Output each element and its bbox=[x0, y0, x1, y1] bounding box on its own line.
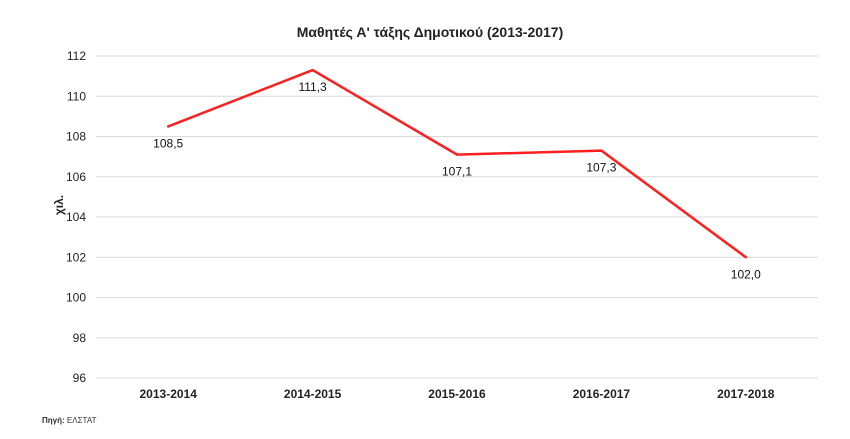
series bbox=[166, 68, 748, 259]
y-tick-label: 112 bbox=[67, 49, 86, 63]
y-tick-label: 106 bbox=[66, 170, 86, 184]
data-label: 107,3 bbox=[586, 161, 616, 175]
x-tick-label: 2014-2015 bbox=[284, 387, 342, 401]
y-tick-label: 108 bbox=[66, 130, 86, 144]
x-tick-label: 2017-2018 bbox=[717, 387, 775, 401]
chart-title: Μαθητές Α' τάξης Δημοτικού (2013-2017) bbox=[297, 24, 564, 40]
data-label: 107,1 bbox=[442, 165, 472, 179]
gridlines bbox=[96, 55, 818, 379]
y-tick-label: 100 bbox=[66, 291, 86, 305]
series-line bbox=[166, 68, 748, 259]
x-tick-label: 2016-2017 bbox=[573, 387, 631, 401]
x-tick-label: 2015-2016 bbox=[428, 387, 486, 401]
y-tick-label: 110 bbox=[67, 89, 86, 103]
y-tick-label: 98 bbox=[73, 331, 87, 345]
y-axis-label: χιλ. bbox=[52, 195, 66, 215]
y-tick-labels: 96 98 100 102 104 106 108 110 112 bbox=[66, 49, 86, 385]
x-tick-label: 2013-2014 bbox=[140, 387, 198, 401]
x-tick-labels: 2013-2014 2014-2015 2015-2016 2016-2017 2017… bbox=[140, 387, 775, 401]
source-note: Πηγή: ΕΛΣΤΑΤ bbox=[42, 416, 96, 425]
y-tick-label: 102 bbox=[66, 250, 86, 264]
source-text: ΕΛΣΤΑΤ bbox=[66, 416, 97, 425]
data-labels: 108,5 111,3 107,1 107,3 102,0 bbox=[153, 80, 761, 281]
source-label: Πηγή: bbox=[42, 416, 65, 425]
y-tick-label: 96 bbox=[73, 371, 87, 385]
data-label: 102,0 bbox=[731, 267, 761, 281]
data-label: 111,3 bbox=[298, 80, 327, 94]
data-label: 108,5 bbox=[153, 136, 183, 150]
y-tick-label: 104 bbox=[66, 210, 86, 224]
